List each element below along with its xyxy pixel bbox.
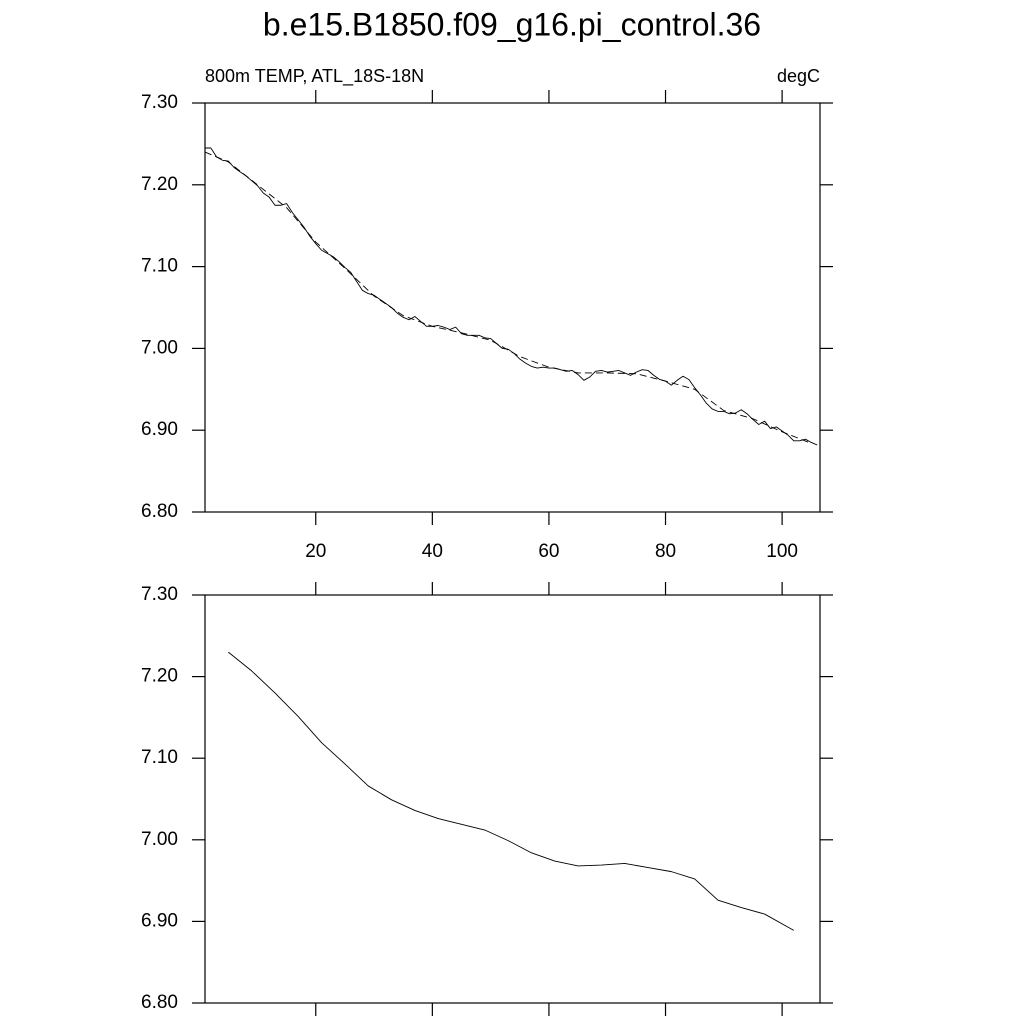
right-string: degC: [777, 66, 820, 86]
y-tick-label: 7.30: [141, 92, 178, 113]
y-tick-label: 7.10: [141, 256, 178, 277]
y-tick-label: 6.80: [141, 501, 178, 522]
plot-frame: [204, 594, 821, 1004]
y-tick-label: 7.20: [141, 666, 178, 687]
x-tick-label: 40: [422, 541, 443, 562]
x-tick-label: 60: [538, 541, 559, 562]
y-tick-label: 7.20: [141, 174, 178, 195]
data-line: [228, 651, 794, 931]
y-tick-label: 6.80: [141, 992, 178, 1013]
y-tick-label: 7.30: [141, 584, 178, 605]
y-tick-label: 7.00: [141, 337, 178, 358]
plot-frame: [204, 102, 821, 513]
left-string: 800m TEMP, ATL_18S-18N: [205, 66, 424, 87]
trend-line: [204, 151, 812, 444]
y-tick-label: 6.90: [141, 419, 178, 440]
y-tick-label: 7.00: [141, 829, 178, 850]
x-tick-label: 20: [305, 541, 326, 562]
x-tick-label: 100: [766, 541, 798, 562]
chart-title: b.e15.B1850.f09_g16.pi_control.36: [263, 6, 761, 42]
y-tick-label: 7.10: [141, 747, 178, 768]
x-tick-label: 80: [655, 541, 676, 562]
data-line: [205, 147, 818, 446]
y-tick-label: 6.90: [141, 910, 178, 931]
